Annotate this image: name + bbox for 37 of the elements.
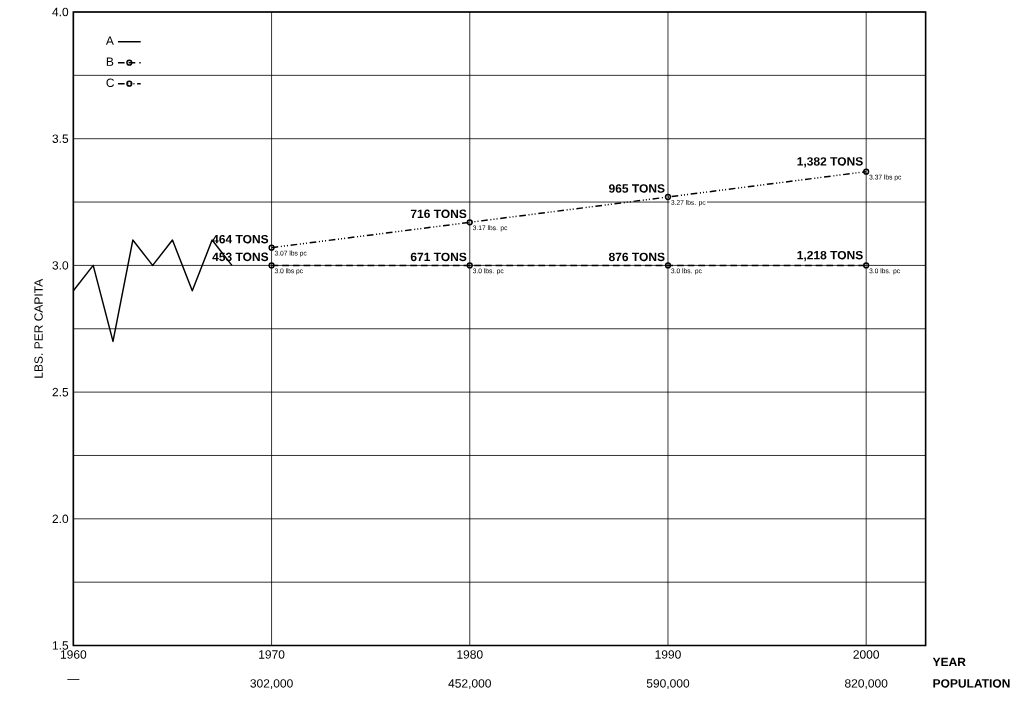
legend-label: C	[106, 78, 115, 88]
text: 820,000	[845, 679, 888, 690]
x-tick-label: 2000	[853, 650, 880, 659]
annotation: 671 TONS	[410, 252, 467, 262]
annotation: 876 TONS	[608, 252, 665, 262]
y-tick-label: 4.0	[52, 7, 69, 17]
legend-label: A	[105, 36, 114, 45]
x-tick-label: 1980	[457, 650, 483, 659]
annotation: 716 TONS	[410, 209, 467, 219]
point	[466, 219, 473, 226]
point	[466, 262, 473, 269]
x-tick-label: 1960	[60, 650, 87, 659]
y-tick-label: 3.0	[52, 261, 69, 270]
text: POPULATION	[933, 679, 1010, 688]
point	[664, 262, 672, 269]
point	[268, 244, 275, 251]
y-tick-label: 2.5	[52, 387, 69, 397]
x-tick-label: 1990	[655, 650, 681, 659]
x-tick-label: 1970	[259, 650, 285, 659]
annotation: 464 TONS	[212, 234, 269, 244]
y-tick-label: 3.5	[52, 134, 69, 144]
point	[268, 262, 275, 269]
annotation: 965 TONS	[608, 184, 665, 193]
text: 452,000	[448, 679, 491, 690]
point	[863, 168, 870, 175]
y-tick-label: 1.5	[52, 641, 69, 650]
y-axis-title: LBS. PER CAPITA	[34, 278, 43, 378]
text: 302,000	[250, 679, 293, 690]
legend-label: B	[106, 57, 114, 66]
y-tick-label: 2.0	[52, 514, 69, 524]
text: 590,000	[646, 679, 690, 690]
text: —	[67, 679, 80, 680]
annotation: 1,218 TONS	[797, 250, 863, 262]
point	[664, 193, 672, 201]
point	[863, 262, 870, 269]
annotation: 1,382 TONS	[797, 157, 863, 168]
x-axis-title: YEAR	[932, 657, 966, 667]
